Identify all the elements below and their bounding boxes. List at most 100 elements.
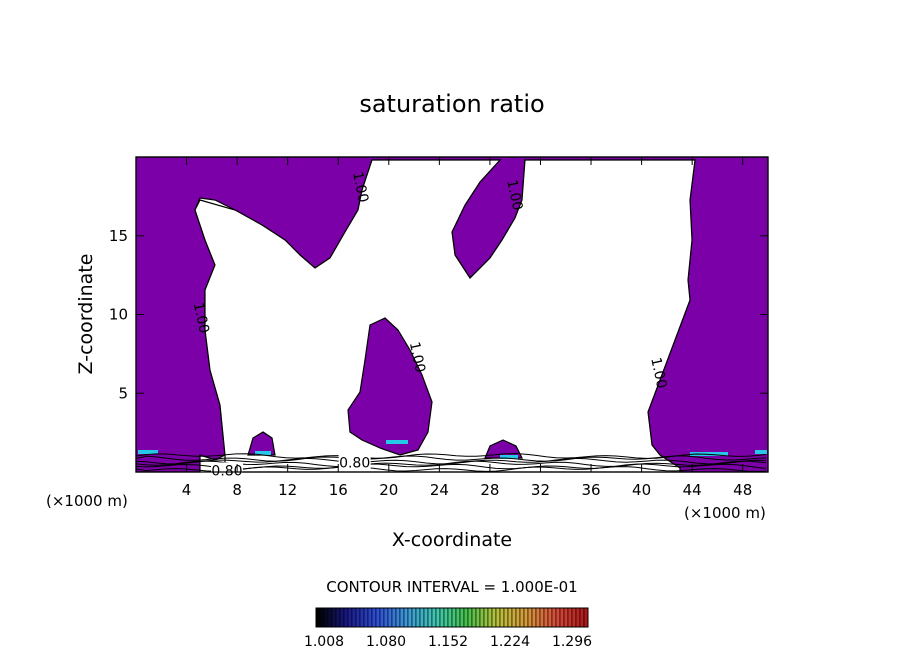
colorbar-cell: [443, 607, 449, 628]
colorbar-frame: [315, 607, 589, 628]
colorbar-cell: [463, 607, 469, 628]
x-tick-label: 8: [232, 481, 242, 499]
colorbar-cell: [419, 607, 425, 628]
colorbar-cell: [427, 607, 433, 628]
colorbar-cell: [575, 607, 581, 628]
colorbar-cell: [447, 607, 453, 628]
colorbar-cell: [351, 607, 357, 628]
colorbar-cell: [403, 607, 409, 628]
colorbar-cell: [547, 607, 553, 628]
colorbar-cell: [483, 607, 489, 628]
colorbar-cell: [563, 607, 569, 628]
colorbar-cell: [359, 607, 365, 628]
x-tick-label: 48: [733, 481, 752, 499]
colorbar-cell: [507, 607, 513, 628]
colorbar-cell: [511, 607, 517, 628]
colorbar-cell: [367, 607, 373, 628]
contour-label-bg: [338, 454, 371, 470]
colorbar-cell: [455, 607, 461, 628]
colorbar-cell: [379, 607, 385, 628]
y-tick-label: 15: [109, 227, 128, 245]
colorbar-cell: [543, 607, 549, 628]
colorbar-cell: [423, 607, 429, 628]
x-tick-label: 4: [182, 481, 192, 499]
colorbar-cell: [539, 607, 545, 628]
colorbar-cell: [383, 607, 389, 628]
x-tick-label: 24: [430, 481, 449, 499]
colorbar-cell: [407, 607, 413, 628]
chart-title: saturation ratio: [359, 90, 544, 118]
region-unsaturated: [194, 159, 696, 473]
colorbar-cell: [559, 607, 565, 628]
colorbar-cell: [335, 607, 341, 628]
supersaturation-streak: [755, 450, 767, 454]
contour-label: 1.00: [190, 301, 212, 335]
supersaturation-streak: [386, 440, 408, 444]
contour-label-bg: [211, 462, 244, 478]
colorbar-cell: [387, 607, 393, 628]
colorbar-cell: [331, 607, 337, 628]
colorbar-cell: [363, 607, 369, 628]
colorbar-cell: [551, 607, 557, 628]
x-tick-label: 36: [581, 481, 600, 499]
colorbar-cell: [535, 607, 541, 628]
supersaturation-streak: [255, 451, 271, 455]
colorbar-cell: [523, 607, 529, 628]
colorbar-cell: [431, 607, 437, 628]
colorbar-cell: [467, 607, 473, 628]
colorbar-tick-label: 1.008: [304, 634, 344, 650]
x-tick-label: 32: [531, 481, 550, 499]
colorbar-cell: [415, 607, 421, 628]
y-axis-label: Z-coordinate: [75, 254, 97, 375]
colorbar: [315, 607, 589, 628]
colorbar-cell: [471, 607, 477, 628]
surface-contour: [135, 455, 767, 462]
colorbar-cell: [327, 607, 333, 628]
colorbar-cell: [475, 607, 481, 628]
surface-contour: [135, 457, 767, 465]
colorbar-tick-label: 1.224: [490, 634, 530, 650]
x-axis-ticks: 4 8 12 16 20 24 28 32 36 40 44 48: [182, 157, 752, 499]
contour-label: 1.00: [406, 340, 428, 374]
colorbar-cell: [347, 607, 353, 628]
colorbar-cell: [459, 607, 465, 628]
colorbar-cell: [571, 607, 577, 628]
x-tick-label: 44: [683, 481, 702, 499]
x-axis-label: X-coordinate: [392, 529, 512, 551]
colorbar-cell: [479, 607, 485, 628]
colorbar-cell: [375, 607, 381, 628]
x-tick-label: 12: [278, 481, 297, 499]
colorbar-cell: [567, 607, 573, 628]
colorbar-cell: [371, 607, 377, 628]
colorbar-cell: [583, 607, 589, 628]
x-unit-right: (×1000 m): [684, 504, 766, 522]
contour-label: 1.00: [503, 178, 525, 212]
colorbar-cell: [395, 607, 401, 628]
x-tick-label: 16: [329, 481, 348, 499]
region-central-column-top: [347, 317, 433, 456]
x-tick-label: 40: [632, 481, 651, 499]
colorbar-cell: [519, 607, 525, 628]
supersaturation-streak: [500, 455, 518, 459]
colorbar-cell: [503, 607, 509, 628]
colorbar-cell: [343, 607, 349, 628]
contour-interval: CONTOUR INTERVAL = 1.000E-01: [326, 578, 577, 596]
colorbar-cell: [555, 607, 561, 628]
colorbar-cell: [439, 607, 445, 628]
colorbar-cell: [339, 607, 345, 628]
supersaturation-streak: [138, 450, 158, 454]
x-tick-label: 20: [379, 481, 398, 499]
contour-label: 1.00: [647, 356, 669, 390]
colorbar-cell: [499, 607, 505, 628]
colorbar-cell: [411, 607, 417, 628]
colorbar-tick-label: 1.080: [366, 634, 406, 650]
colorbar-cell: [391, 607, 397, 628]
surface-contour: [135, 453, 767, 459]
colorbar-cell: [435, 607, 441, 628]
colorbar-cell: [495, 607, 501, 628]
colorbar-tick-label: 1.296: [552, 634, 592, 650]
colorbar-cell: [399, 607, 405, 628]
colorbar-cell: [515, 607, 521, 628]
x-tick-label: 28: [480, 481, 499, 499]
